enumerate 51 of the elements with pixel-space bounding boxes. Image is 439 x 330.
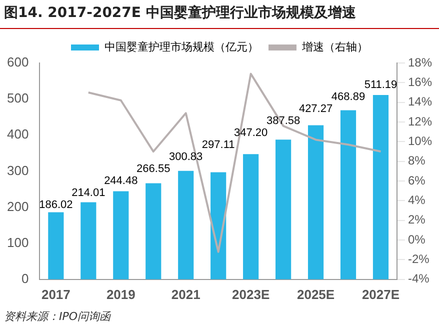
- y2-tick-label: 10%: [408, 134, 432, 148]
- text: 资料来源：IPO问询函: [4, 309, 111, 324]
- bar: [113, 191, 129, 280]
- bar: [210, 172, 226, 280]
- bar: [48, 212, 64, 280]
- y2-tick-label: 12%: [408, 114, 432, 128]
- y2-tick-label: 6%: [408, 173, 426, 188]
- y2-tick-label: 4%: [408, 193, 426, 208]
- data-label: 266.55: [136, 162, 170, 175]
- x-tick-label: 2019: [106, 286, 136, 302]
- x-tick-label: 2021: [171, 286, 200, 302]
- y2-tick-label: 18%: [408, 55, 432, 70]
- y2-tick-label: 8%: [408, 154, 426, 168]
- bar: [146, 183, 162, 280]
- y-tick-label: 0: [21, 270, 29, 286]
- y-tick-label: 400: [6, 126, 29, 142]
- y-tick-label: 200: [6, 198, 29, 214]
- data-label: 387.58: [266, 114, 300, 127]
- y2-tick-label: 0%: [408, 232, 426, 246]
- bar: [372, 95, 389, 280]
- y2-tick-label: -2%: [408, 252, 430, 266]
- legend-label: 增速（右轴）: [301, 40, 368, 54]
- y2-tick-label: -4%: [408, 272, 430, 286]
- bar: [308, 125, 324, 280]
- y-tick-label: 600: [6, 54, 29, 70]
- data-label: 427.27: [298, 102, 333, 115]
- bar: [80, 202, 96, 280]
- x-tick-label: 2027E: [362, 286, 400, 302]
- bar: [340, 110, 356, 280]
- y2-tick-label: 2%: [408, 212, 426, 227]
- x-tick-label: 2017: [41, 286, 70, 302]
- y2-tick-label: 14%: [408, 94, 432, 109]
- y2-tick-label: 16%: [408, 74, 432, 89]
- data-label: 244.48: [104, 174, 138, 187]
- data-label: 186.02: [39, 198, 73, 211]
- data-label: 214.01: [72, 186, 106, 199]
- data-label: 511.19: [364, 78, 398, 91]
- x-tick-label: 2025E: [296, 286, 335, 302]
- data-label: 300.83: [169, 150, 203, 163]
- y-tick-label: 100: [6, 234, 29, 250]
- data-label: 297.11: [202, 138, 235, 151]
- bar: [178, 170, 194, 280]
- legend-label: 中国婴童护理市场规模（亿元）: [104, 40, 258, 54]
- y-tick-label: 300: [6, 162, 29, 178]
- bar: [276, 140, 292, 280]
- data-label: 347.20: [234, 126, 268, 139]
- y-tick-label: 500: [6, 90, 29, 106]
- data-label: 468.89: [331, 90, 366, 103]
- chart-title: 图14. 2017-2027E 中国婴童护理行业市场规模及增速: [4, 4, 356, 22]
- bar: [243, 154, 259, 280]
- x-tick-label: 2023E: [232, 286, 270, 302]
